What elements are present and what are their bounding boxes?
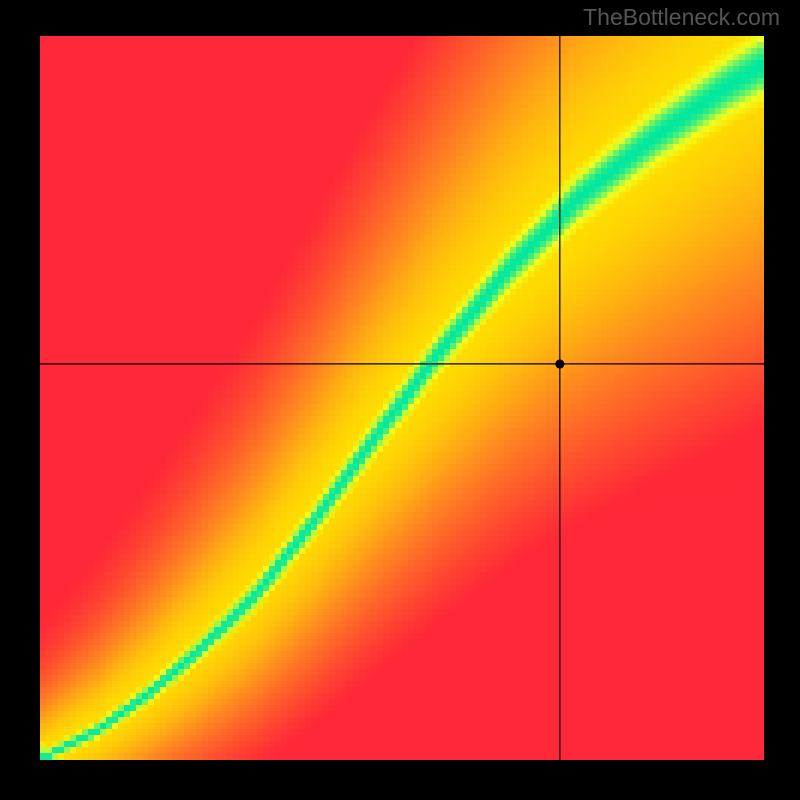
attribution-label: TheBottleneck.com [583, 4, 780, 31]
chart-container: TheBottleneck.com [0, 0, 800, 800]
bottleneck-heatmap [40, 36, 764, 760]
